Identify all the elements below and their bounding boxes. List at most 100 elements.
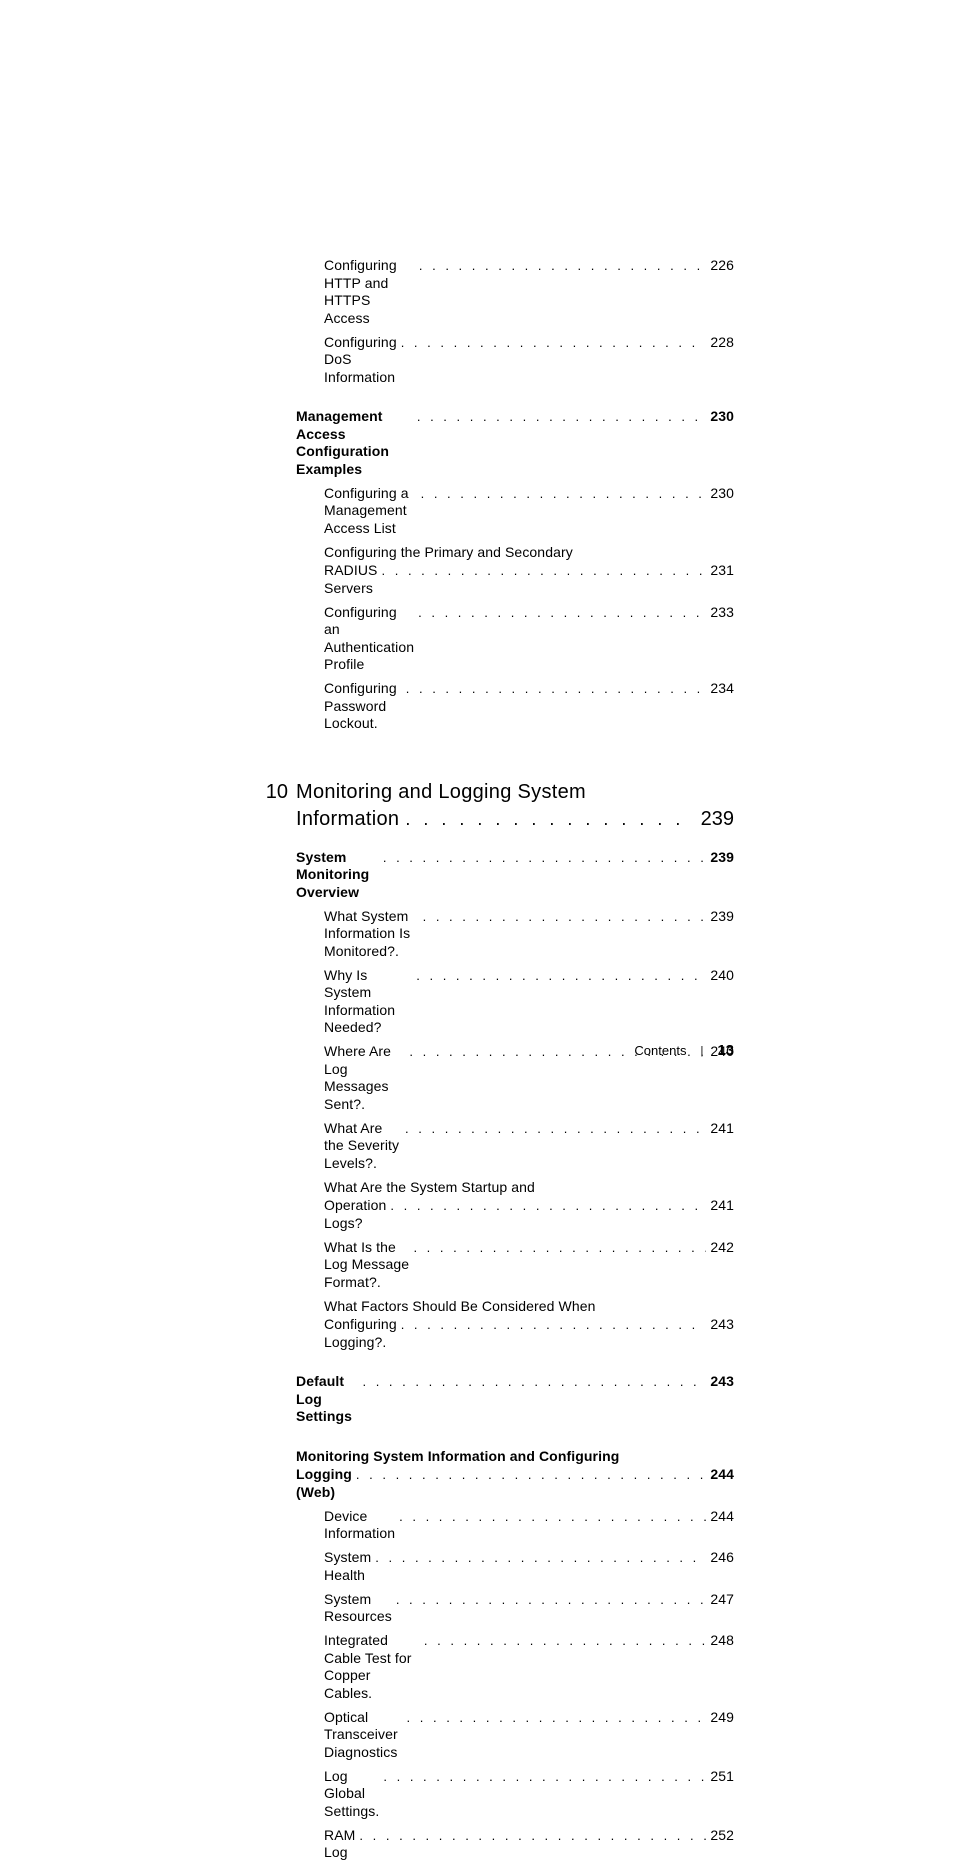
entry-label: What Is the Log Message Format?. bbox=[324, 1239, 409, 1292]
leader-dots bbox=[382, 563, 707, 579]
leader-dots bbox=[399, 1509, 706, 1525]
toc-entry[interactable]: System Health 246 bbox=[296, 1549, 734, 1584]
toc-entry[interactable]: System Resources 247 bbox=[296, 1591, 734, 1626]
toc-entry[interactable]: Configuring Logging?. 243 bbox=[296, 1316, 734, 1351]
entry-label: Integrated Cable Test for Copper Cables. bbox=[324, 1632, 420, 1702]
toc-entry[interactable]: Why Is System Information Needed? 240 bbox=[296, 967, 734, 1037]
leader-dots bbox=[405, 809, 694, 830]
toc-entry[interactable]: RAM Log 252 bbox=[296, 1827, 734, 1862]
entry-label: Configuring the Primary and Secondary bbox=[324, 544, 573, 562]
section-title: Monitoring System Information and Config… bbox=[296, 1448, 619, 1466]
entry-label: What Factors Should Be Considered When bbox=[324, 1298, 596, 1316]
entry-label: Configuring Password Lockout. bbox=[324, 680, 402, 733]
toc-entry[interactable]: Log Global Settings. 251 bbox=[296, 1768, 734, 1821]
entry-page: 251 bbox=[710, 1768, 734, 1786]
toc-entry[interactable]: What System Information Is Monitored?. 2… bbox=[296, 908, 734, 961]
toc-content: Configuring HTTP and HTTPS Access 226 Co… bbox=[296, 257, 734, 1868]
toc-entry[interactable]: Device Information 244 bbox=[296, 1508, 734, 1543]
entry-page: 230 bbox=[710, 485, 734, 503]
entry-page: 246 bbox=[710, 1549, 734, 1567]
page-footer: Contents | 13 bbox=[0, 1042, 954, 1059]
entry-label: Configuring a Management Access List bbox=[324, 485, 417, 538]
chapter-number: 10 bbox=[260, 781, 288, 804]
toc-entry[interactable]: Optical Transceiver Diagnostics 249 bbox=[296, 1709, 734, 1762]
entry-label: Configuring DoS Information bbox=[324, 334, 397, 387]
entry-page: 242 bbox=[710, 1239, 734, 1257]
entry-page: 228 bbox=[710, 334, 734, 352]
entry-label: System Resources bbox=[324, 1591, 392, 1626]
toc-section-heading[interactable]: Default Log Settings 243 bbox=[296, 1373, 734, 1426]
chapter-page: 239 bbox=[701, 808, 734, 831]
toc-entry[interactable]: Configuring an Authentication Profile 23… bbox=[296, 604, 734, 674]
toc-entry[interactable]: Configuring DoS Information 228 bbox=[296, 334, 734, 387]
toc-entry[interactable]: Integrated Cable Test for Copper Cables.… bbox=[296, 1632, 734, 1702]
leader-dots bbox=[401, 335, 707, 351]
section-page: 244 bbox=[710, 1466, 734, 1484]
chapter-title-line1: Monitoring and Logging System bbox=[296, 781, 586, 804]
entry-label: RADIUS Servers bbox=[324, 562, 378, 597]
toc-section-heading[interactable]: Logging (Web) 244 bbox=[296, 1466, 734, 1501]
leader-dots bbox=[375, 1550, 706, 1566]
entry-page: 247 bbox=[710, 1591, 734, 1609]
entry-page: 239 bbox=[710, 908, 734, 926]
entry-page: 252 bbox=[710, 1827, 734, 1845]
toc-entry[interactable]: What Is the Log Message Format?. 242 bbox=[296, 1239, 734, 1292]
entry-label: Log Global Settings. bbox=[324, 1768, 379, 1821]
section-title: Management Access Configuration Examples bbox=[296, 408, 413, 478]
entry-page: 244 bbox=[710, 1508, 734, 1526]
toc-entry-wrap1: What Factors Should Be Considered When bbox=[296, 1298, 734, 1316]
toc-section-heading-wrap1: Monitoring System Information and Config… bbox=[296, 1448, 734, 1466]
leader-dots bbox=[423, 909, 707, 925]
section-title: Logging (Web) bbox=[296, 1466, 352, 1501]
leader-dots bbox=[405, 1121, 706, 1137]
entry-label: What Are the System Startup and bbox=[324, 1179, 535, 1197]
chapter-heading-cont[interactable]: Information 239 bbox=[296, 808, 734, 831]
toc-section-heading[interactable]: System Monitoring Overview 239 bbox=[296, 849, 734, 902]
section-page: 239 bbox=[710, 849, 734, 867]
section-title: Default Log Settings bbox=[296, 1373, 358, 1426]
leader-dots bbox=[416, 968, 706, 984]
leader-dots bbox=[401, 1317, 707, 1333]
toc-entry[interactable]: What Are the Severity Levels?. 241 bbox=[296, 1120, 734, 1173]
toc-entry[interactable]: Configuring HTTP and HTTPS Access 226 bbox=[296, 257, 734, 327]
toc-section-heading[interactable]: Management Access Configuration Examples… bbox=[296, 408, 734, 478]
leader-dots bbox=[413, 1240, 706, 1256]
leader-dots bbox=[418, 605, 706, 621]
entry-label: What System Information Is Monitored?. bbox=[324, 908, 419, 961]
toc-entry[interactable]: Configuring Password Lockout. 234 bbox=[296, 680, 734, 733]
leader-dots bbox=[421, 486, 707, 502]
entry-label: System Health bbox=[324, 1549, 371, 1584]
page: Configuring HTTP and HTTPS Access 226 Co… bbox=[0, 0, 954, 1235]
footer-label: Contents bbox=[634, 1043, 686, 1058]
entry-page: 243 bbox=[710, 1316, 734, 1334]
entry-label: Device Information bbox=[324, 1508, 395, 1543]
leader-dots bbox=[419, 258, 706, 274]
toc-entry[interactable]: Operation Logs? 241 bbox=[296, 1197, 734, 1232]
entry-page: 226 bbox=[710, 257, 734, 275]
toc-entry[interactable]: RADIUS Servers 231 bbox=[296, 562, 734, 597]
leader-dots bbox=[383, 850, 706, 866]
chapter-title-line2: Information bbox=[296, 808, 399, 831]
toc-entry[interactable]: Configuring a Management Access List 230 bbox=[296, 485, 734, 538]
toc-entry-wrap1: Configuring the Primary and Secondary bbox=[296, 544, 734, 562]
toc-entry-wrap1: What Are the System Startup and bbox=[296, 1179, 734, 1197]
leader-dots bbox=[406, 681, 707, 697]
entry-label: Operation Logs? bbox=[324, 1197, 386, 1232]
entry-page: 240 bbox=[710, 967, 734, 985]
entry-page: 241 bbox=[710, 1120, 734, 1138]
leader-dots bbox=[396, 1592, 707, 1608]
entry-label: RAM Log bbox=[324, 1827, 355, 1862]
entry-label: Configuring HTTP and HTTPS Access bbox=[324, 257, 415, 327]
leader-dots bbox=[359, 1828, 706, 1844]
leader-dots bbox=[407, 1710, 707, 1726]
entry-label: Configuring Logging?. bbox=[324, 1316, 397, 1351]
leader-dots bbox=[356, 1467, 706, 1483]
leader-dots bbox=[362, 1374, 706, 1390]
entry-label: Optical Transceiver Diagnostics bbox=[324, 1709, 403, 1762]
chapter-heading[interactable]: 10 Monitoring and Logging System bbox=[296, 781, 734, 804]
entry-label: Configuring an Authentication Profile bbox=[324, 604, 414, 674]
entry-page: 241 bbox=[710, 1197, 734, 1215]
section-title: System Monitoring Overview bbox=[296, 849, 379, 902]
footer-separator: | bbox=[700, 1045, 703, 1057]
leader-dots bbox=[383, 1769, 706, 1785]
